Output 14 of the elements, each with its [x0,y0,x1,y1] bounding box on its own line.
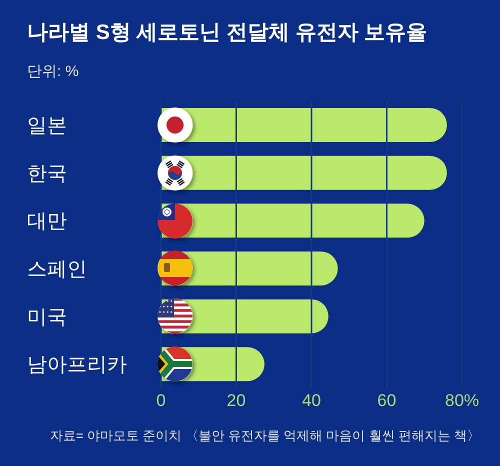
x-tick-label: 60 [377,391,396,410]
y-tick-label: 남아프리카 [27,354,127,376]
y-tick-label: 한국 [27,162,67,185]
chart-title: 나라별 S형 세로토닌 전달체 유전자 보유율 [27,20,428,46]
x-tick-label: 40 [302,391,321,410]
y-tick-label: 미국 [27,306,67,328]
chart-subtitle: 단위: % [27,62,79,82]
x-tick-label: 80% [444,391,480,410]
x-tick-label: 0 [156,391,166,410]
y-tick-label: 일본 [27,114,67,137]
y-tick-label: 스페인 [27,258,87,280]
x-tick-label: 20 [226,391,246,410]
text: 자료= 야마모토 준이치 〈불안 유전자를 억제해 마음이 훨씬 편해지는 책〉 [50,427,480,445]
y-tick-label: 대만 [27,210,67,233]
